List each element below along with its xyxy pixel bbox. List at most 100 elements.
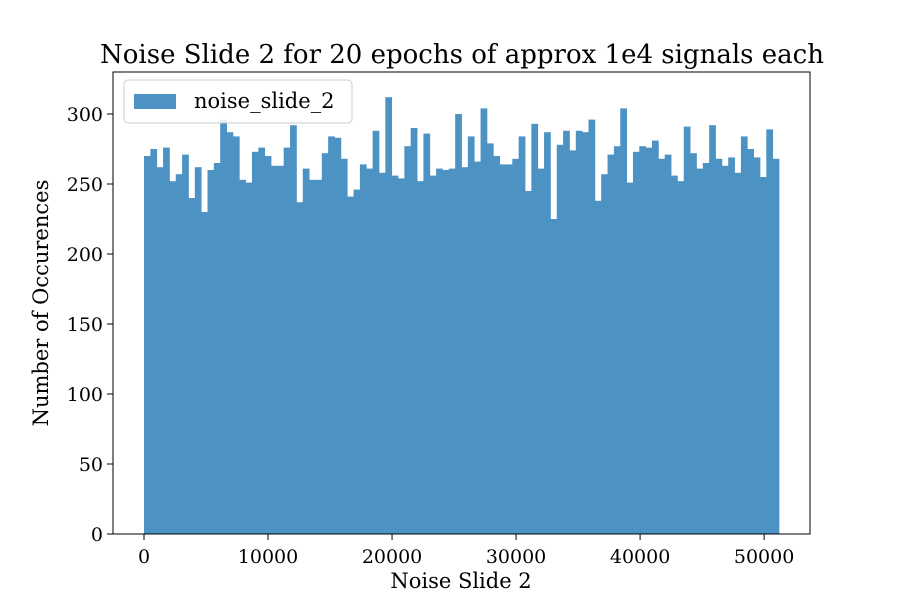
histogram-bar [188,198,196,534]
legend-box [123,79,353,124]
histogram-bar [239,179,247,535]
histogram-bar [220,119,227,534]
histogram-bar [728,157,735,534]
histogram-bar [651,140,659,534]
histogram-bar [232,136,240,534]
histogram-bar [226,132,234,534]
histogram-bar [677,181,685,534]
histogram-bar [315,179,323,535]
histogram-bar [696,168,704,534]
y-tick-label: 50 [79,454,103,476]
histogram-bar [474,161,481,534]
histogram-bar [544,132,551,534]
histogram-bar [601,174,608,534]
plot-frame [112,71,811,535]
histogram-bar [340,158,348,535]
histogram-bar [550,219,558,534]
x-axis-ticks: 0 10000 20000 30000 40000 50000 [138,534,794,568]
histogram-bar [163,147,170,534]
histogram-bar [251,151,259,535]
histogram-bar [524,191,532,534]
histogram-bar [493,156,500,534]
histogram-bar [150,149,158,534]
histogram-bar [639,146,647,534]
histogram-bar [721,165,729,535]
histogram-bar [715,158,723,535]
histogram-bar [207,170,215,534]
histogram-bar [455,114,462,534]
histogram-bar [645,147,653,534]
histogram-bar [271,165,278,535]
histogram-bar [683,126,691,534]
bars [144,97,780,535]
histogram-bar [175,174,183,534]
histogram-bar [620,108,627,535]
histogram-bar [499,164,507,534]
histogram-bar [480,108,488,535]
histogram-bar [607,154,615,534]
histogram-bar [398,178,405,534]
histogram-bar [213,163,221,534]
y-tick-label: 100 [67,384,103,406]
histogram-bar [182,154,189,534]
histogram-bar [747,149,754,534]
histogram-bar [283,147,291,534]
y-tick-label: 300 [67,104,103,126]
y-tick-label: 200 [67,244,103,266]
x-tick-label: 10000 [238,546,298,568]
histogram-bar [582,132,589,534]
histogram-bar [417,181,424,534]
histogram-bar [410,128,418,534]
histogram-bar [512,158,520,535]
histogram-bar [429,175,437,534]
legend-swatch [134,94,176,109]
histogram-bar [264,156,272,534]
histogram-bar [594,200,602,535]
histogram-bar [709,125,716,534]
histogram-bar [569,150,577,534]
y-tick-label: 0 [91,524,103,546]
histogram-bar [734,172,742,535]
histogram-bar [436,168,443,534]
histogram-bar [486,143,494,534]
histogram-bar [378,172,386,535]
histogram-bar [156,167,164,534]
histogram-bar [740,136,748,534]
y-axis-ticks: 0 50 100 150 200 250 300 [67,104,113,546]
histogram-bar [467,136,475,534]
histogram-bar [753,157,761,534]
histogram-bar [588,119,596,534]
x-tick-label: 0 [138,546,150,568]
histogram-bar [448,168,456,534]
histogram-bar [302,168,310,534]
histogram-bar [632,151,640,535]
histogram-bar [309,179,316,535]
histogram-bar [194,167,202,534]
x-tick-label: 50000 [734,546,794,568]
y-axis-label: Number of Occurences [29,180,53,427]
y-tick-label: 150 [67,314,103,336]
histogram-bar [201,212,208,534]
histogram-bar [423,133,431,534]
x-tick-label: 30000 [486,546,546,568]
histogram-bar [353,189,361,534]
histogram-bar [518,136,526,534]
histogram-bar [759,177,767,534]
chart-title: Noise Slide 2 for 20 epochs of approx 1e… [100,40,824,70]
histogram-bar [321,153,329,534]
x-axis-label: Noise Slide 2 [390,569,531,593]
histogram-bar [366,168,374,534]
histogram-bar [626,182,634,534]
x-tick-label: 40000 [610,546,670,568]
histogram-bar [575,130,583,535]
y-tick-label: 250 [67,174,103,196]
x-tick-label: 20000 [362,546,422,568]
histogram-bar [664,154,672,534]
histogram-bar [613,146,621,534]
histogram-bar [702,163,710,534]
histogram-bar [385,97,393,534]
histogram-bar [359,164,367,534]
histogram-bar [296,202,304,534]
histogram-bar [505,164,513,534]
